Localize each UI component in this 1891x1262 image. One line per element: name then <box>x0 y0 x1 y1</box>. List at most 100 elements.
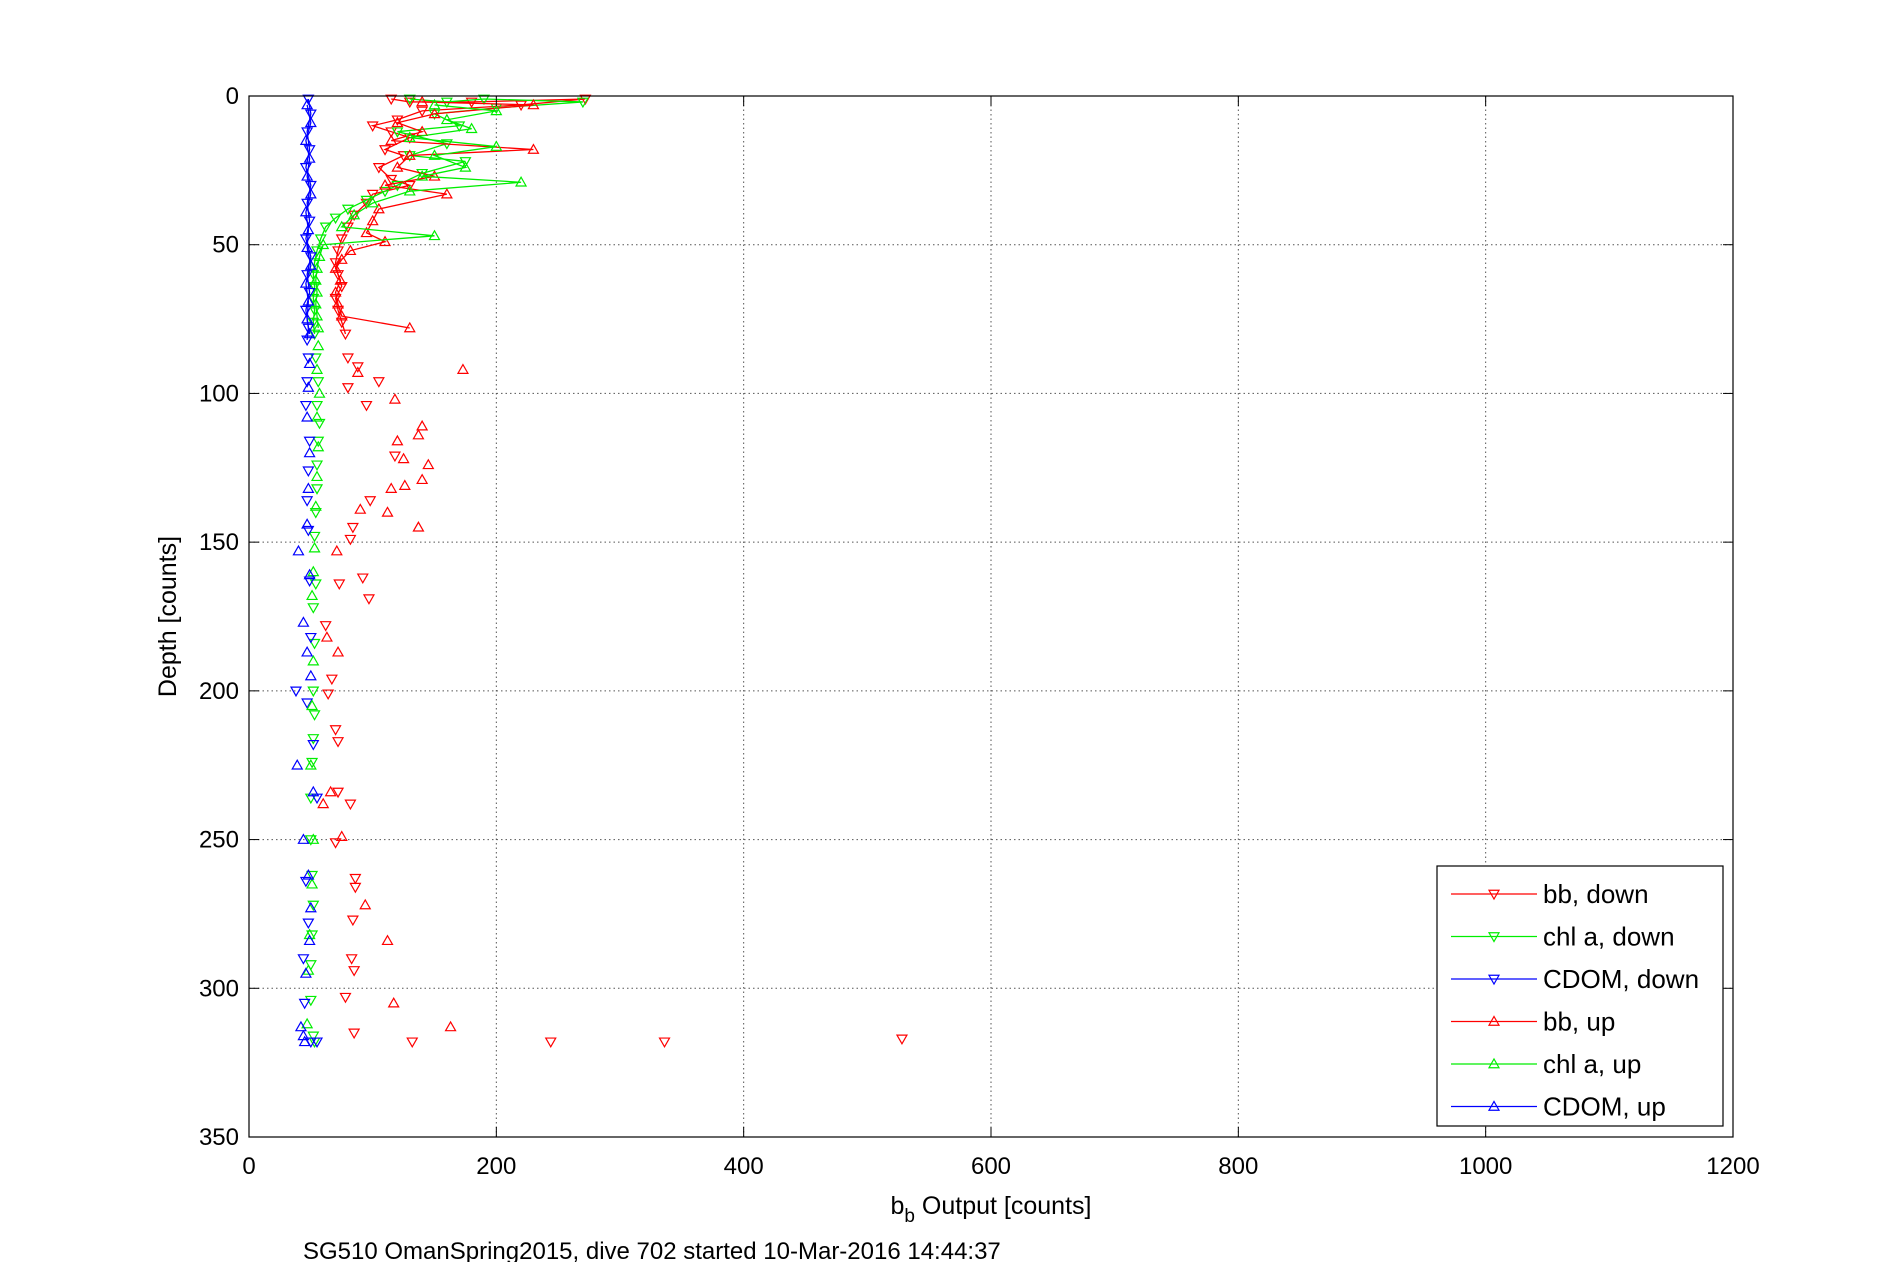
data-point <box>304 116 317 128</box>
data-point <box>309 274 322 285</box>
data-point <box>312 377 325 388</box>
data-point <box>351 366 364 377</box>
data-point <box>527 98 540 110</box>
data-point <box>312 339 325 351</box>
data-point <box>306 870 319 882</box>
series-layer <box>289 94 908 1049</box>
data-point <box>406 1037 419 1049</box>
series-bb-down <box>319 353 908 1049</box>
data-point <box>332 246 345 257</box>
x-tick-label: 200 <box>476 1153 516 1180</box>
data-point <box>302 525 315 537</box>
data-point <box>309 579 322 590</box>
data-point <box>304 180 317 192</box>
data-point <box>301 645 314 657</box>
data-point <box>459 157 472 168</box>
data-point <box>313 418 326 430</box>
data-point <box>428 98 441 110</box>
y-tick-label: 150 <box>199 529 239 556</box>
data-point <box>299 205 312 217</box>
data-point <box>301 518 314 529</box>
data-point <box>299 134 312 145</box>
data-point <box>354 503 367 514</box>
data-point <box>403 97 416 109</box>
data-point <box>303 327 316 339</box>
data-point <box>324 785 337 797</box>
data-point <box>304 632 317 644</box>
data-point <box>307 1031 320 1043</box>
series-cdom-up <box>291 357 320 1047</box>
data-point <box>398 479 411 490</box>
data-point <box>308 638 321 650</box>
legend: bb, down chl a, down CDOM, down bb, up chl a… <box>1436 865 1724 1127</box>
series-chl-a-down <box>304 353 326 1049</box>
data-point <box>301 241 314 253</box>
data-point <box>301 270 314 281</box>
series-bb-up <box>317 363 469 1032</box>
data-point <box>348 210 361 222</box>
data-point <box>387 996 400 1008</box>
data-point <box>391 180 404 192</box>
data-point <box>364 496 377 507</box>
data-point <box>303 934 316 946</box>
data-point <box>310 286 324 297</box>
data-point <box>895 1034 908 1046</box>
data-point <box>490 104 503 116</box>
legend-marker <box>1487 974 1501 986</box>
data-point <box>307 654 320 666</box>
x-axis-label: bb Output [counts] <box>891 1192 1092 1227</box>
data-point <box>301 698 314 709</box>
legend-entry-chl-a-up: chl a, up <box>1451 1049 1641 1079</box>
data-point <box>310 309 324 321</box>
data-point <box>428 107 441 119</box>
data-point <box>310 470 324 482</box>
data-point <box>335 220 348 232</box>
data-point <box>385 174 398 186</box>
data-point <box>307 900 320 912</box>
data-point <box>579 94 592 106</box>
data-point <box>301 98 314 110</box>
data-point <box>302 964 315 975</box>
data-point <box>332 645 345 657</box>
data-point <box>378 186 392 198</box>
data-point <box>302 918 315 930</box>
y-tick-label: 50 <box>212 232 239 259</box>
data-point <box>381 934 394 946</box>
data-point <box>299 967 312 978</box>
x-axis-label-rest: Output [counts] <box>915 1192 1092 1220</box>
data-point <box>304 669 317 681</box>
series-chl-a-up <box>309 98 528 333</box>
legend-entry-bb-up: bb, up <box>1451 1007 1615 1037</box>
data-point <box>299 400 312 412</box>
data-point <box>330 544 343 556</box>
data-point <box>303 145 316 156</box>
data-point <box>303 446 316 458</box>
data-point <box>403 151 416 162</box>
data-point <box>378 145 392 156</box>
data-point <box>329 262 342 273</box>
x-tick-label: 400 <box>724 1153 764 1180</box>
data-point <box>306 699 319 711</box>
data-point <box>381 506 394 517</box>
data-point <box>302 295 315 306</box>
data-point <box>391 161 404 172</box>
data-point <box>333 579 346 590</box>
data-point <box>301 335 314 347</box>
data-point <box>302 381 315 392</box>
data-point <box>391 115 404 127</box>
data-point <box>428 170 441 181</box>
data-point <box>335 317 348 329</box>
data-point <box>341 204 354 216</box>
data-point <box>298 998 311 1010</box>
figure-caption: SG510 OmanSpring2015, dive 702 started 1… <box>303 1238 1001 1262</box>
data-point <box>412 428 425 440</box>
data-point <box>297 954 310 965</box>
data-point <box>348 208 361 220</box>
data-point <box>416 95 429 107</box>
data-point <box>322 689 335 701</box>
data-point <box>341 383 354 394</box>
data-point <box>334 274 347 285</box>
data-point <box>403 321 416 333</box>
data-point <box>412 521 425 532</box>
